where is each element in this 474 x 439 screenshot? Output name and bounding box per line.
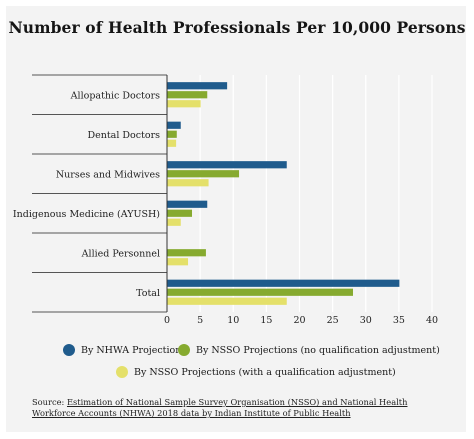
chart-background: [6, 6, 466, 432]
bar: [167, 258, 189, 266]
bar: [167, 91, 208, 99]
bar-chart: Allopathic Doctors Dental Doctors Nurses a…: [13, 74, 438, 326]
x-tick-label: 20: [293, 315, 305, 326]
legend-swatch: [178, 344, 190, 356]
bar: [167, 139, 177, 147]
legend-item: By NHWA Projections: [63, 344, 186, 356]
source-prefix: Source:: [32, 397, 67, 407]
bar: [167, 288, 353, 296]
category-label: Indigenous Medicine (AYUSH): [13, 209, 160, 220]
x-tick-label: 30: [360, 315, 372, 326]
x-tick-label: 0: [164, 315, 170, 326]
chart-title: Number of Health Professionals Per 10,00…: [8, 18, 466, 37]
legend-swatch: [116, 366, 128, 378]
bar: [167, 218, 181, 226]
category-label: Allopathic Doctors: [70, 90, 160, 101]
legend-item: By NSSO Projections (with a qualificatio…: [116, 366, 396, 378]
bar: [167, 249, 206, 257]
legend-label: By NSSO Projections (no qualification ad…: [196, 344, 440, 356]
bar: [167, 82, 228, 90]
source-note: Source: Estimation of National Sample Su…: [32, 397, 452, 419]
x-tick-label: 25: [327, 315, 339, 326]
bar: [167, 297, 287, 305]
legend-item: By NSSO Projections (no qualification ad…: [178, 344, 440, 356]
x-tick-label: 10: [227, 315, 239, 326]
bar: [167, 100, 201, 108]
bar: [167, 161, 287, 169]
x-tick-label: 40: [426, 315, 438, 326]
bar: [167, 209, 193, 217]
legend-label: By NSSO Projections (with a qualificatio…: [134, 366, 396, 378]
source-link[interactable]: Estimation of National Sample Survey Org…: [32, 397, 408, 418]
bar: [167, 130, 177, 138]
bar: [167, 279, 400, 287]
category-label: Nurses and Midwives: [56, 169, 160, 180]
category-label: Dental Doctors: [87, 130, 160, 141]
category-label: Allied Personnel: [81, 248, 160, 259]
legend-label: By NHWA Projections: [81, 344, 187, 356]
legend-swatch: [63, 344, 75, 356]
bar: [167, 179, 209, 187]
bar: [167, 170, 240, 178]
x-tick-label: 35: [393, 315, 405, 326]
x-tick-label: 15: [260, 315, 272, 326]
bar: [167, 121, 181, 129]
x-tick-label: 5: [197, 315, 203, 326]
category-label: Total: [136, 288, 160, 299]
bar: [167, 200, 208, 208]
